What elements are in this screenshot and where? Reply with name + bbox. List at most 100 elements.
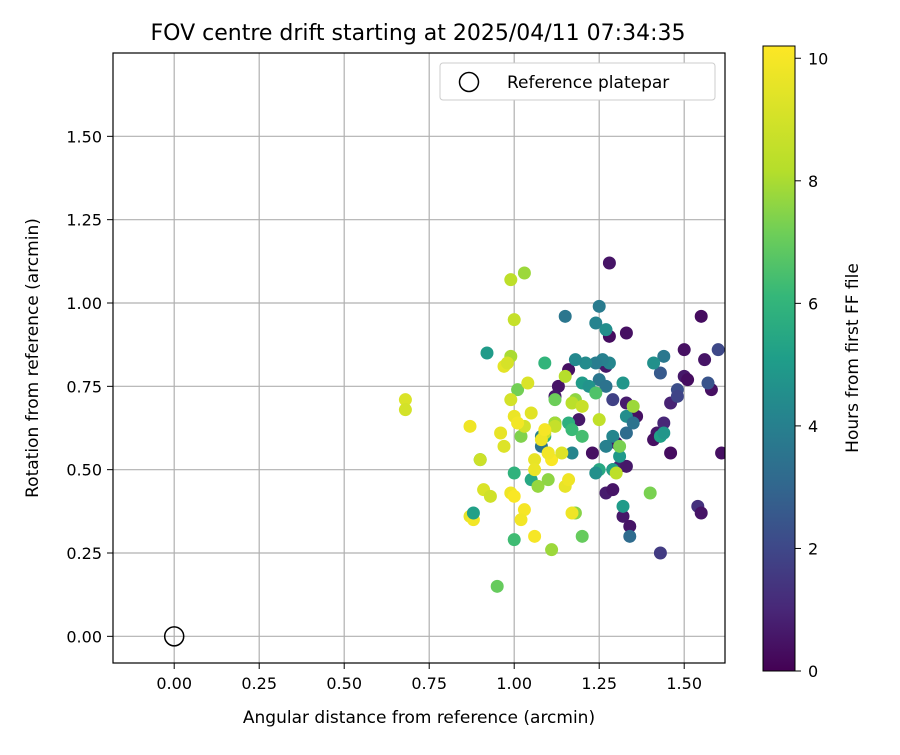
data-point [653,366,667,380]
data-point [602,256,616,270]
data-point [670,389,684,403]
x-tick-label: 0.75 [411,674,447,693]
data-point [541,473,555,487]
data-point [589,466,603,480]
data-point [473,453,487,467]
data-point [565,423,579,437]
reference-point [163,626,185,647]
data-point [599,379,613,393]
plot-frame [112,52,726,664]
legend-box [439,62,716,101]
data-point [480,346,494,360]
data-point [507,313,521,327]
x-tick-label: 0.25 [241,674,277,693]
y-tick-label: 1.00 [66,294,102,313]
data-point [664,446,678,460]
data-point [507,489,521,503]
data-point [657,416,671,430]
data-point [504,393,518,407]
data-point [494,426,508,440]
data-point [517,503,531,517]
data-point [463,419,477,433]
colorbar-tick-label: 10 [808,49,828,68]
data-point [606,483,620,497]
data-point [558,309,572,323]
data-point [466,506,480,520]
data-point [562,473,576,487]
data-point [653,546,667,560]
data-point [647,356,661,370]
colorbar-label: Hours from first FF file [843,263,863,453]
data-point [500,356,514,370]
data-point [565,446,579,460]
data-point [589,356,603,370]
data-point [490,579,504,593]
data-point [592,413,606,427]
data-point [698,353,712,367]
colorbar-tick-label: 0 [808,662,818,681]
data-point [524,406,538,420]
data-point [613,449,627,463]
data-point [694,309,708,323]
data-point [528,529,542,543]
data-point [575,429,589,443]
data-point [599,323,613,337]
data-point [514,429,528,443]
data-point [507,466,521,480]
data-point [626,416,640,430]
y-axis-label: Rotation from reference (arcmin) [23,218,43,498]
legend-marker-icon [458,71,480,93]
data-point [589,386,603,400]
data-point [677,343,691,357]
data-point [538,356,552,370]
y-tick-label: 1.25 [66,211,102,230]
colorbar-tick-label: 4 [808,417,818,436]
x-axis-ticks: 0.00 0.25 0.50 0.75 1.00 1.25 1.50 [156,663,702,693]
y-tick-label: 1.50 [66,127,102,146]
y-tick-label: 0.25 [66,544,102,563]
colorbar-tick-label: 6 [808,294,818,313]
data-point [558,369,572,383]
data-point [599,439,613,453]
legend-label: Reference platepar [507,73,669,93]
x-tick-label: 1.00 [496,674,532,693]
data-point [528,463,542,477]
data-point [548,419,562,433]
y-tick-label: 0.50 [66,461,102,480]
data-point [538,423,552,437]
data-point [626,399,640,413]
x-axis-label: Angular distance from reference (arcmin) [243,708,595,728]
data-point [568,353,582,367]
data-point [565,506,579,520]
data-point [623,519,637,533]
data-point [521,376,535,390]
data-point [616,376,630,390]
data-point [619,326,633,340]
data-point [534,433,548,447]
plot-background [113,53,725,663]
data-point [572,413,586,427]
data-point [545,543,559,557]
data-point [589,316,603,330]
data-point [606,393,620,407]
data-point [616,499,630,513]
data-point [609,466,623,480]
x-tick-label: 0.50 [326,674,362,693]
data-point [613,439,627,453]
data-point [616,509,630,523]
data-point [531,479,545,493]
data-point [483,489,497,503]
data-point [575,529,589,543]
data-point [701,376,715,390]
data-point [592,299,606,313]
data-point [511,416,525,430]
colorbar-tick-label: 8 [808,172,818,191]
data-point [398,403,412,417]
data-point [548,393,562,407]
data-point [623,529,637,543]
y-axis-ticks: 0.00 0.25 0.50 0.75 1.00 1.25 1.50 [66,127,113,646]
data-point [715,446,725,460]
data-point [541,446,555,460]
